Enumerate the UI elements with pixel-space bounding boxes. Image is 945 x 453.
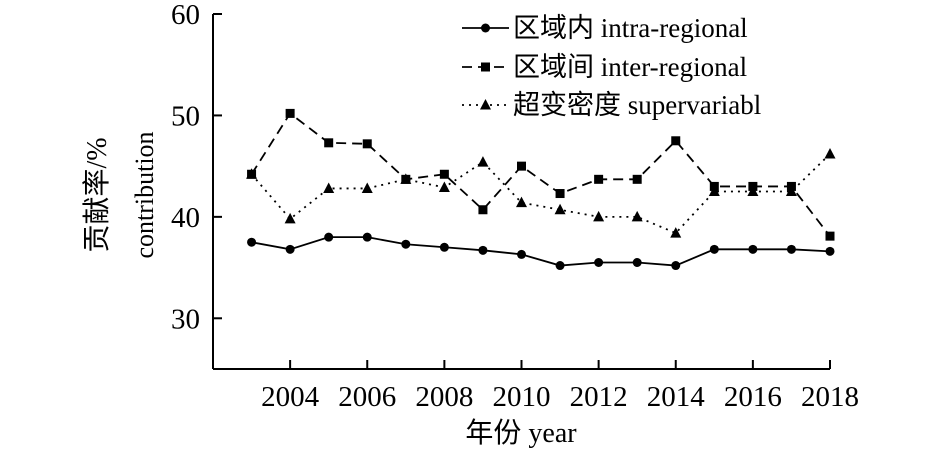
y-tick-label: 40	[171, 202, 200, 234]
data-point	[555, 189, 565, 199]
data-point	[670, 227, 682, 238]
data-point	[748, 244, 758, 254]
legend: 区域内 intra-regional 区域间 inter-regional 超变密度…	[462, 13, 761, 120]
data-point	[362, 139, 372, 149]
x-tick-label: 2010	[493, 381, 551, 413]
data-point	[285, 108, 295, 118]
data-point	[401, 239, 411, 249]
x-ticks: 2004 2006 2008 2010 2012 2014 2016 2018	[261, 360, 859, 413]
data-point	[400, 173, 412, 184]
data-point	[324, 138, 334, 148]
series-layer	[246, 108, 836, 271]
data-point	[825, 246, 835, 256]
data-point	[786, 244, 796, 254]
series-square	[247, 108, 835, 241]
data-point	[555, 261, 565, 271]
data-point	[439, 242, 449, 252]
data-point	[785, 185, 797, 196]
series-line	[250, 112, 831, 237]
y-axis-title-line-1: 贡献率/%	[81, 137, 113, 252]
data-point	[593, 210, 605, 222]
y-tick-label: 60	[171, 0, 200, 31]
series-line	[250, 153, 831, 235]
y-axis-title: 贡献率/% contribution	[81, 131, 159, 258]
x-tick-label: 2018	[801, 381, 859, 413]
y-tick-label: 30	[171, 303, 200, 335]
series-line	[251, 236, 831, 267]
data-point	[517, 249, 526, 259]
data-point	[631, 210, 643, 222]
data-point	[439, 169, 449, 179]
data-point	[632, 174, 642, 184]
legend-item: 区域内 intra-regional	[462, 13, 748, 43]
legend-label: 超变密度 supervariabl	[513, 90, 761, 120]
legend-label: 区域内 intra-regional	[513, 13, 748, 43]
x-axis-title: 年份 year	[465, 417, 577, 449]
data-point	[747, 185, 759, 196]
data-point	[285, 244, 295, 254]
y-axis-title-line-2: contribution	[130, 131, 159, 258]
legend-marker	[481, 62, 490, 72]
data-point	[362, 232, 372, 242]
data-point	[246, 168, 258, 179]
data-point	[478, 205, 488, 215]
series-triangle	[246, 147, 836, 238]
x-tick-label: 2014	[647, 381, 706, 413]
legend-label: 区域间 inter-regional	[513, 52, 747, 82]
data-point	[594, 258, 604, 267]
data-point	[438, 181, 450, 192]
data-point	[478, 245, 488, 255]
data-point	[671, 136, 681, 146]
data-point	[824, 147, 836, 159]
x-tick-label: 2008	[415, 381, 473, 413]
y-ticks: 30 40 50 60	[171, 0, 222, 335]
legend-item: 区域间 inter-regional	[462, 52, 747, 82]
data-point	[554, 203, 566, 215]
legend-item: 超变密度 supervariabl	[462, 90, 761, 120]
legend-marker	[481, 23, 490, 33]
data-point	[594, 174, 604, 184]
data-point	[323, 182, 335, 193]
data-point	[247, 237, 257, 247]
data-point	[632, 258, 642, 267]
data-point	[671, 261, 681, 271]
data-point	[708, 185, 720, 196]
data-point	[825, 231, 835, 241]
data-point	[284, 212, 296, 224]
data-point	[516, 196, 527, 208]
data-point	[361, 182, 373, 193]
x-tick-label: 2012	[570, 381, 628, 413]
data-point	[709, 244, 719, 254]
x-tick-label: 2004	[261, 381, 320, 413]
data-point	[477, 156, 489, 167]
y-tick-label: 50	[171, 100, 200, 132]
x-tick-label: 2006	[338, 381, 396, 413]
data-point	[517, 161, 526, 171]
legend-marker	[480, 99, 491, 110]
x-tick-label: 2016	[724, 381, 782, 413]
series-circle	[247, 232, 835, 271]
data-point	[324, 232, 334, 242]
